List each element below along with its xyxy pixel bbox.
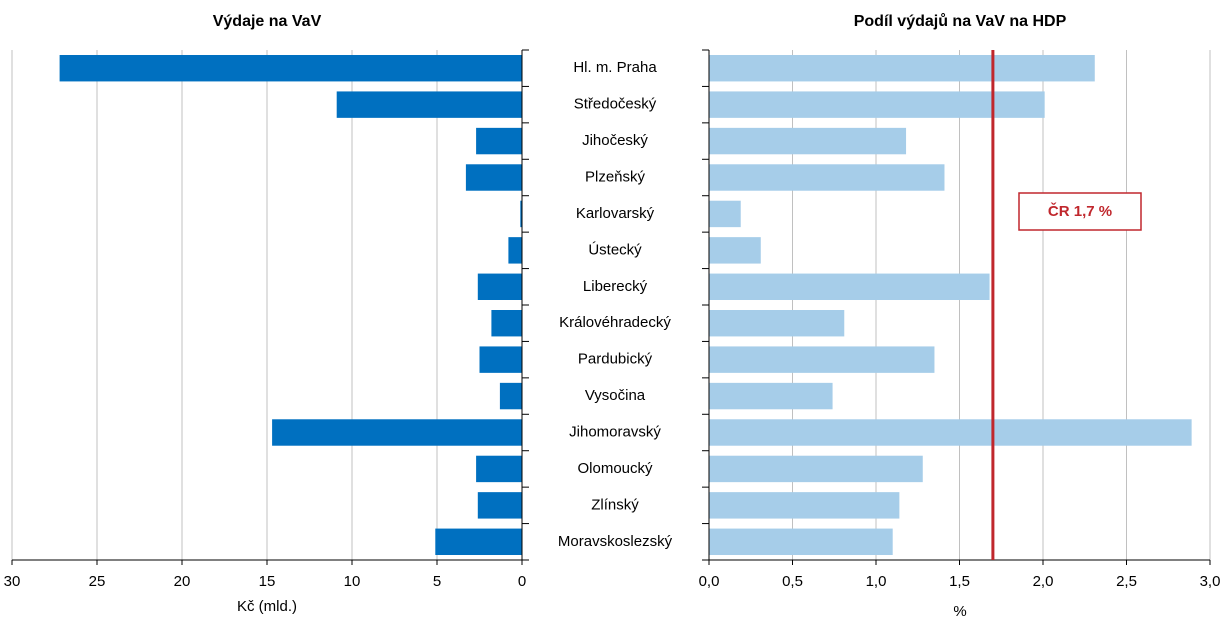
x-tick-label: 15 <box>259 573 276 590</box>
bar <box>709 492 900 519</box>
category-label: Zlínský <box>591 496 639 513</box>
category-label: Jihočeský <box>582 132 648 149</box>
x-tick-label: 25 <box>89 573 106 590</box>
annotation-box <box>1018 192 1142 231</box>
bar <box>709 127 907 155</box>
bar <box>709 55 1095 82</box>
x-tick-label: 0 <box>518 573 526 590</box>
category-label: Olomoucký <box>577 460 653 477</box>
x-tick-label: 0,5 <box>782 573 803 590</box>
bar <box>709 528 893 555</box>
category-label: Plzeňský <box>585 168 646 185</box>
x-tick-label: 1,5 <box>949 573 970 590</box>
bar <box>477 273 522 300</box>
bar <box>477 492 522 519</box>
bar <box>709 237 761 264</box>
bar <box>336 91 522 118</box>
bar <box>476 127 522 155</box>
category-label: Jihomoravský <box>569 423 661 440</box>
bar <box>479 346 522 373</box>
bar <box>499 382 522 410</box>
bar <box>491 310 522 337</box>
x-tick-label: 1,0 <box>866 573 887 590</box>
category-label: Středočeský <box>574 96 657 113</box>
chart-title: Výdaje na VaV <box>213 13 322 30</box>
bar <box>709 382 833 410</box>
x-tick-label: 20 <box>174 573 191 590</box>
x-tick-label: 5 <box>433 573 441 590</box>
bar <box>435 528 522 555</box>
category-label: Královéhradecký <box>559 314 671 331</box>
x-tick-label: 10 <box>344 573 361 590</box>
category-label: Hl. m. Praha <box>573 59 657 76</box>
bar <box>272 419 522 446</box>
annotation: ČR 1,7 % <box>1048 202 1112 220</box>
bar <box>520 200 522 228</box>
x-tick-label: 0,0 <box>699 573 720 590</box>
category-label: Karlovarský <box>576 205 655 222</box>
bar <box>709 419 1192 446</box>
x-tick-label: 30 <box>4 573 21 590</box>
bar <box>59 55 522 82</box>
x-tick-label: 3,0 <box>1200 573 1221 590</box>
bar <box>465 164 522 191</box>
bar <box>709 455 923 483</box>
category-label: Vysočina <box>585 387 646 404</box>
x-axis-label: % <box>953 603 966 620</box>
chart-title: Podíl výdajů na VaV na HDP <box>854 13 1067 30</box>
x-tick-label: 2,5 <box>1116 573 1137 590</box>
bar <box>709 164 945 191</box>
x-axis-label: Kč (mld.) <box>237 598 297 615</box>
bar <box>709 273 990 300</box>
category-label: Ústecký <box>588 241 642 258</box>
bar <box>476 455 522 483</box>
category-label: Moravskoslezský <box>558 533 673 550</box>
category-label: Pardubický <box>578 351 653 368</box>
bar <box>709 91 1045 118</box>
bar <box>508 237 522 264</box>
bar <box>709 346 935 373</box>
category-label: Liberecký <box>583 278 648 295</box>
bar <box>709 310 845 337</box>
bar <box>709 200 741 228</box>
x-tick-label: 2,0 <box>1033 573 1054 590</box>
